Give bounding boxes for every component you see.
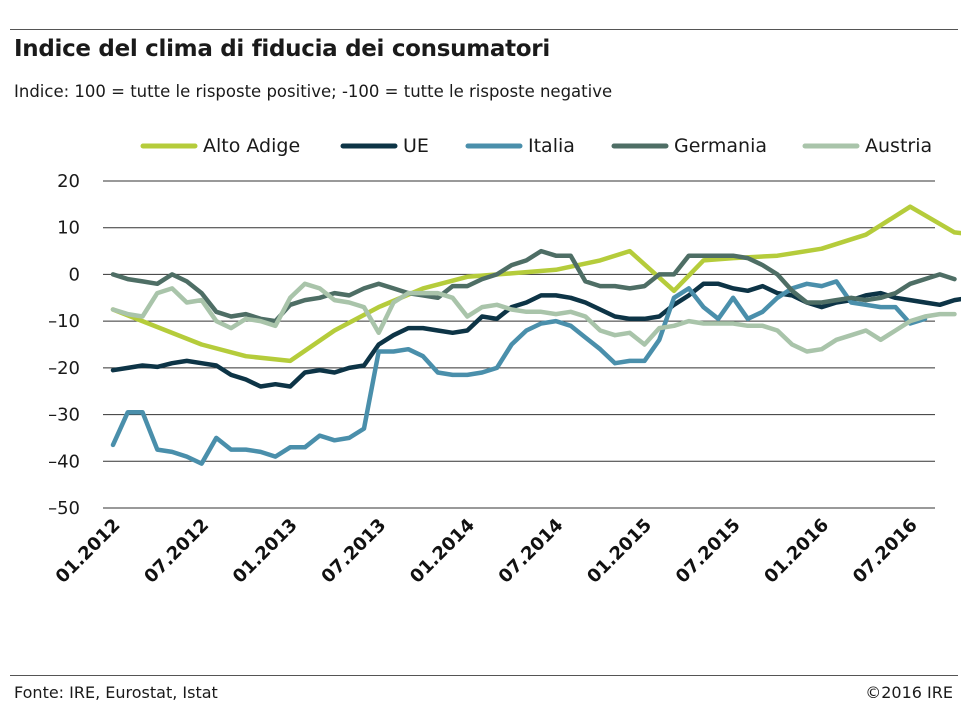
x-tick-label: 07.2012 bbox=[140, 515, 213, 588]
y-axis-ticks: 20 10 0 –10 –20 –30 –40 –50 bbox=[48, 171, 80, 519]
legend-label: Germania bbox=[674, 135, 767, 157]
x-tick-label: 01.2015 bbox=[583, 515, 656, 588]
legend-label: Alto Adige bbox=[203, 135, 300, 157]
x-tick-label: 07.2016 bbox=[849, 515, 922, 588]
x-axis-ticks: 01.2012 07.2012 01.2013 07.2013 01.2014 07.20… bbox=[52, 515, 922, 588]
series-line-austria bbox=[110, 281, 957, 354]
copyright-note: ©2016 IRE bbox=[865, 683, 953, 702]
x-tick-label: 07.2015 bbox=[672, 515, 745, 588]
top-rule bbox=[10, 29, 958, 30]
y-tick-label: –20 bbox=[48, 358, 80, 379]
x-tick-label: 01.2014 bbox=[406, 515, 479, 588]
series-lines bbox=[110, 204, 961, 466]
y-tick-label: –50 bbox=[48, 498, 80, 519]
y-tick-label: 10 bbox=[57, 218, 80, 239]
x-tick-label: 07.2014 bbox=[495, 515, 568, 588]
series-line-ue bbox=[110, 281, 961, 389]
y-tick-label: 0 bbox=[69, 264, 80, 285]
y-tick-label: –10 bbox=[48, 311, 80, 332]
x-tick-label: 01.2012 bbox=[52, 515, 125, 588]
legend: Alto Adige UE Italia Germania Austria bbox=[140, 135, 932, 157]
legend-label: UE bbox=[403, 135, 429, 157]
series-line-germania bbox=[110, 248, 957, 324]
chart-title: Indice del clima di fiducia dei consumat… bbox=[14, 36, 550, 62]
legend-label: Austria bbox=[865, 135, 932, 157]
chart-subtitle: Indice: 100 = tutte le risposte positive… bbox=[14, 82, 613, 101]
legend-label: Italia bbox=[528, 135, 575, 157]
y-tick-label: –40 bbox=[48, 451, 80, 472]
x-tick-label: 07.2013 bbox=[317, 515, 390, 588]
y-tick-label: –30 bbox=[48, 405, 80, 426]
source-note: Fonte: IRE, Eurostat, Istat bbox=[14, 683, 218, 702]
x-tick-label: 01.2013 bbox=[229, 515, 302, 588]
bottom-rule bbox=[10, 675, 958, 676]
x-tick-label: 01.2016 bbox=[760, 515, 833, 588]
y-tick-label: 20 bbox=[57, 171, 80, 192]
series-line-alto-adige bbox=[110, 204, 961, 364]
grid bbox=[103, 180, 935, 509]
